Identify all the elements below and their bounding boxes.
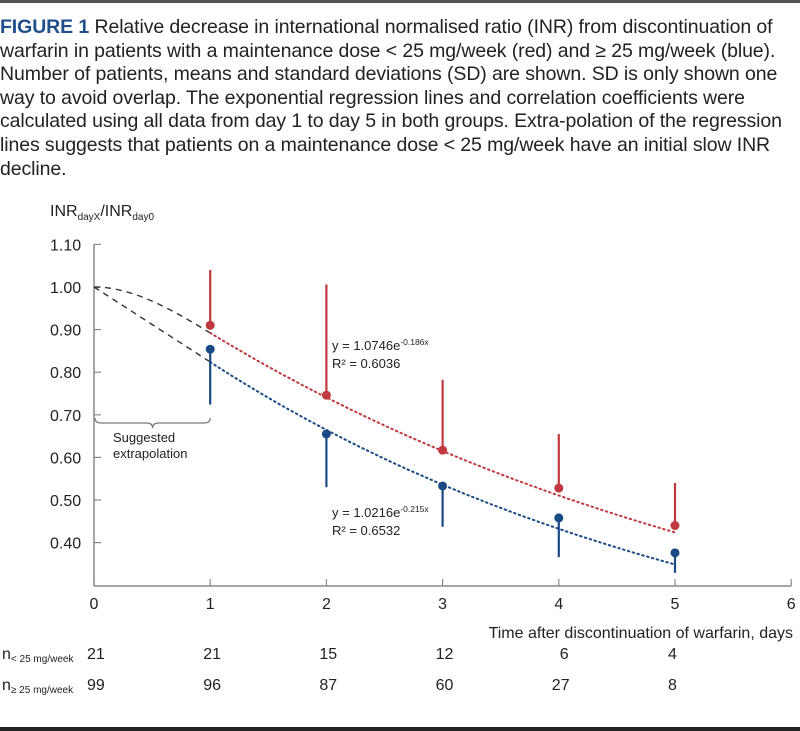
data-point [554, 483, 564, 493]
count-cell: 96 [203, 677, 221, 694]
count-cell: 87 [319, 677, 338, 694]
x-tick-label: 6 [787, 596, 796, 613]
count-cell: 12 [435, 646, 454, 663]
y-tick-label: 0.60 [50, 450, 81, 467]
figure-label: FIGURE 1 [0, 16, 90, 38]
y-tick-label: 0.50 [50, 493, 81, 510]
data-point [438, 481, 448, 491]
r-squared-label: R² = 0.6532 [332, 523, 400, 538]
data-point [438, 445, 448, 455]
extrapolation-brace [94, 417, 211, 429]
data-point [554, 513, 564, 523]
x-tick-label: 2 [322, 596, 331, 613]
y-tick-label: 0.70 [50, 408, 81, 425]
data-point [205, 344, 215, 354]
r-squared-label: R² = 0.6036 [332, 356, 400, 371]
count-cell: 60 [435, 677, 454, 694]
extrapolation-line-high-dose [93, 286, 211, 363]
x-axis-label: Time after discontinuation of warfarin, … [489, 625, 793, 642]
y-tick-label: 1.00 [50, 280, 81, 297]
x-tick-label: 3 [438, 596, 447, 613]
caption-text: Relative decrease in international norma… [0, 16, 782, 180]
x-tick-label: 5 [671, 596, 680, 613]
y-tick-label: 1.10 [50, 237, 81, 254]
count-cell: 6 [559, 646, 569, 663]
extrapolation-label: extrapolation [113, 446, 187, 461]
count-cell: 8 [668, 677, 677, 694]
data-point [670, 521, 680, 531]
x-tick-label: 0 [90, 596, 99, 613]
count-cell: 15 [319, 646, 338, 663]
extrapolation-label: Suggested [113, 430, 175, 445]
data-point [321, 390, 331, 400]
regression-line-high-dose [209, 361, 676, 566]
extrapolation-line-low-dose [93, 286, 211, 334]
regression-equation: y = 1.0216e-0.215x [332, 504, 429, 520]
y-tick-label: 0.40 [50, 536, 81, 553]
data-point [321, 429, 331, 439]
count-cell: 99 [87, 677, 105, 694]
top-border [0, 0, 800, 3]
bottom-border [0, 727, 800, 731]
data-point [205, 320, 215, 330]
y-axis-label: INRdayX/INRday0 [50, 203, 154, 223]
count-cell: 21 [87, 646, 105, 663]
y-tick-label: 0.90 [50, 323, 81, 340]
x-tick-label: 1 [206, 596, 215, 613]
count-row-label: n≥ 25 mg/week [2, 677, 74, 696]
x-tick-label: 4 [554, 596, 563, 613]
regression-equation: y = 1.0746e-0.186x [332, 337, 429, 353]
figure-caption: FIGURE 1 Relative decrease in internatio… [0, 16, 790, 181]
count-cell: 27 [551, 677, 570, 694]
count-cell: 21 [203, 646, 221, 663]
data-point [670, 548, 680, 558]
count-row-label: n< 25 mg/week [2, 646, 74, 665]
y-tick-label: 0.80 [50, 365, 81, 382]
count-cell: 4 [668, 646, 677, 663]
